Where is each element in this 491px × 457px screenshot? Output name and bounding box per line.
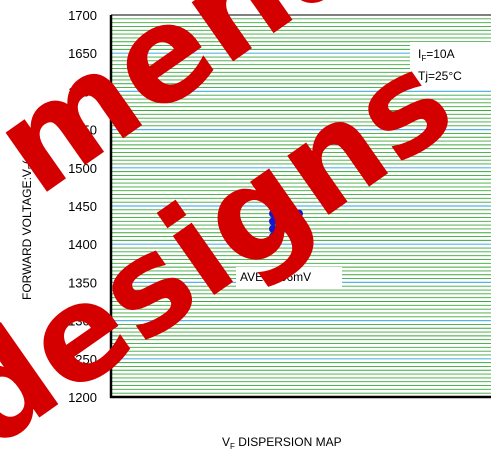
data-point <box>269 232 277 241</box>
data-point <box>287 209 295 218</box>
conditions-box <box>410 42 491 88</box>
chart-title: VF DISPERSION MAP <box>222 435 342 451</box>
data-point <box>278 209 286 218</box>
data-point <box>278 217 286 226</box>
y-tick-label: 1350 <box>68 275 97 290</box>
data-point <box>278 224 286 233</box>
y-tick-label: 1250 <box>68 352 97 367</box>
condition-current: IF=10A <box>418 47 455 63</box>
y-tick-label: 1450 <box>68 199 97 214</box>
average-annotation: AVE:1436mV <box>240 270 311 284</box>
y-tick-label: 1700 <box>68 8 97 23</box>
data-point <box>269 202 277 210</box>
y-tick-label: 1300 <box>68 314 97 329</box>
y-tick-label: 1600 <box>68 84 97 99</box>
y-axis-label: FORWARD VOLTAGE:VF(mV) <box>20 138 36 300</box>
data-point <box>295 209 303 218</box>
y-tick-labels: 1200 1250 1300 1350 1400 1450 1500 1550 1600 1650… <box>68 8 97 405</box>
y-tick-label: 1500 <box>68 161 97 176</box>
condition-temperature: Tj=25°C <box>418 69 462 83</box>
data-point <box>269 209 277 218</box>
data-point <box>269 194 277 203</box>
data-point <box>269 217 277 226</box>
data-point <box>269 224 277 233</box>
y-tick-label: 1650 <box>68 46 97 61</box>
y-tick-label: 1550 <box>68 123 97 138</box>
y-tick-label: 1200 <box>68 390 97 405</box>
data-point <box>278 202 286 210</box>
average-annotation-box <box>236 267 342 287</box>
y-tick-label: 1400 <box>68 237 97 252</box>
grid-lines <box>111 18 491 394</box>
data-points <box>269 194 303 241</box>
data-point <box>278 194 286 203</box>
